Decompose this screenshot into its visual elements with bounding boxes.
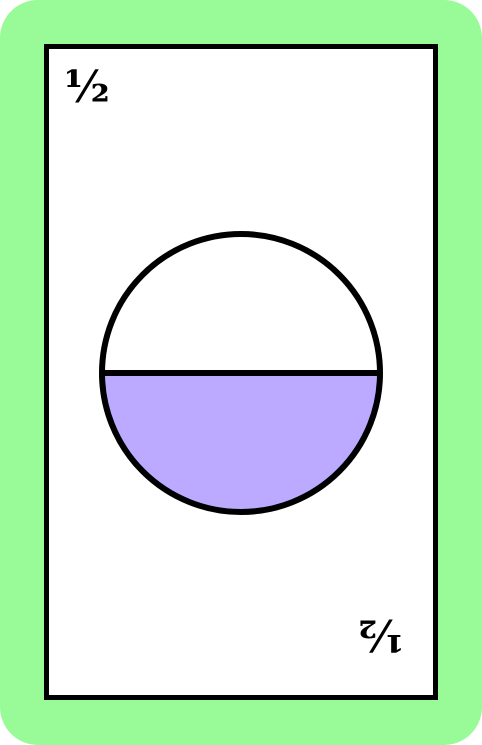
- circle-outline: [99, 231, 383, 515]
- filled-fraction: [102, 373, 380, 512]
- fraction-circle-icon: [99, 231, 383, 515]
- corner-label-top-left: ½: [64, 62, 110, 113]
- corner-label-bottom-right: ½: [358, 609, 404, 660]
